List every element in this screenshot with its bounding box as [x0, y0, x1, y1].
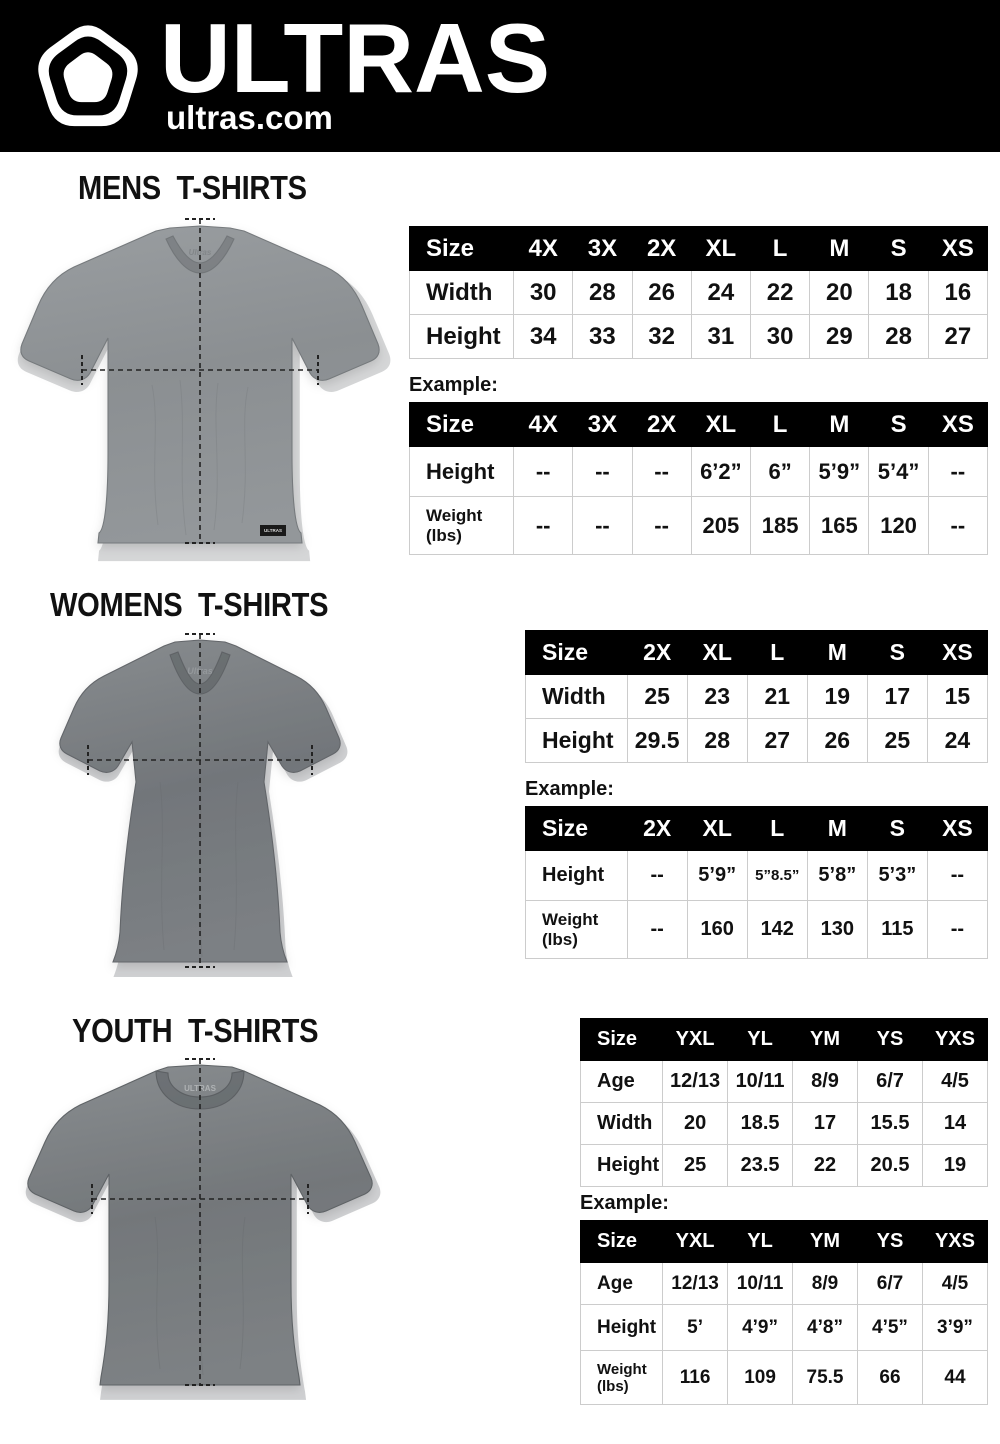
svg-text:ULTRAS: ULTRAS — [264, 528, 282, 533]
